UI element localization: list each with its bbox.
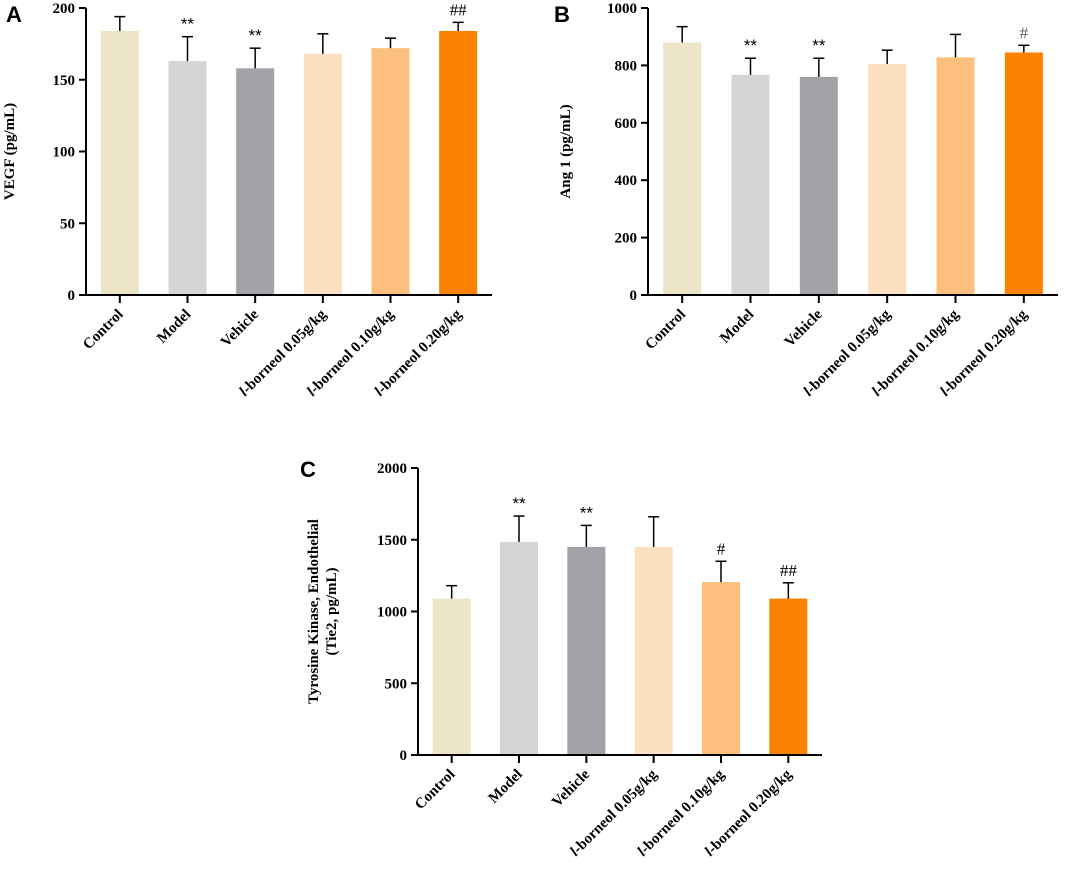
bar-2 bbox=[731, 74, 770, 295]
y-tick-label: 800 bbox=[615, 58, 638, 74]
bar-1 bbox=[663, 42, 702, 295]
significance-mark: ** bbox=[812, 36, 826, 55]
panel-letter-b: B bbox=[554, 2, 570, 27]
significance-mark: ## bbox=[780, 561, 798, 580]
y-tick-label: 1500 bbox=[377, 533, 407, 549]
bar-6 bbox=[769, 598, 808, 755]
y-tick-label: 400 bbox=[615, 173, 638, 189]
y-tick-label: 50 bbox=[60, 216, 75, 232]
y-tick-label: 1000 bbox=[377, 605, 407, 621]
y-tick-label: 0 bbox=[630, 288, 638, 304]
bar-3 bbox=[567, 546, 606, 755]
significance-mark: # bbox=[717, 539, 726, 558]
bar-3 bbox=[799, 76, 838, 295]
bar-3 bbox=[236, 68, 275, 296]
y-tick-label: 1000 bbox=[607, 1, 637, 17]
x-tick-label: Vehicle bbox=[782, 306, 826, 350]
bar-1 bbox=[432, 598, 471, 755]
y-tick-label: 100 bbox=[53, 145, 76, 161]
y-axis-title: Ang 1 (pg/mL) bbox=[558, 104, 574, 198]
y-tick-label: 0 bbox=[68, 288, 76, 304]
y-tick-label: 0 bbox=[400, 748, 408, 764]
y-tick-label: 200 bbox=[53, 1, 76, 17]
x-tick-label: Vehicle bbox=[549, 766, 593, 810]
x-tick-label: Model bbox=[154, 307, 194, 347]
bar-5 bbox=[702, 582, 740, 755]
y-tick-label: 200 bbox=[615, 231, 638, 247]
y-axis-title: Tyrosine Kinase, Endothelial (Tie2, pg/mL… bbox=[306, 519, 340, 704]
panel-letter-a: A bbox=[6, 2, 22, 27]
significance-mark: ** bbox=[580, 503, 594, 522]
y-tick-label: 2000 bbox=[377, 461, 407, 477]
significance-mark: ** bbox=[249, 26, 263, 45]
x-tick-label: Control bbox=[412, 767, 458, 813]
chart-panel-b: ** ** #0 200 400 600 800 1000 Control Model Vehicl… bbox=[558, 1, 1058, 400]
significance-mark: ** bbox=[744, 36, 758, 55]
significance-mark: ## bbox=[450, 0, 468, 19]
bar-5 bbox=[936, 57, 975, 295]
x-tick-label: Model bbox=[717, 307, 757, 347]
bar-4 bbox=[868, 63, 907, 296]
x-tick-label: Control bbox=[643, 307, 689, 353]
bar-4 bbox=[303, 53, 342, 295]
x-tick-label: Model bbox=[486, 767, 526, 807]
y-tick-label: 150 bbox=[53, 73, 76, 89]
panel-letter-c: C bbox=[300, 457, 316, 482]
bar-5 bbox=[371, 48, 410, 296]
significance-mark: ** bbox=[181, 15, 195, 34]
x-tick-label: Control bbox=[80, 307, 126, 353]
y-tick-label: 500 bbox=[385, 676, 408, 692]
y-tick-label: 600 bbox=[615, 116, 638, 132]
y-axis-title: VEGF (pg/mL) bbox=[2, 103, 18, 200]
x-tick-label: Vehicle bbox=[218, 306, 262, 350]
bar-6 bbox=[439, 30, 478, 296]
bar-4 bbox=[634, 546, 673, 755]
bar-2 bbox=[500, 541, 538, 755]
bar-1 bbox=[100, 30, 139, 296]
bar-2 bbox=[168, 61, 207, 295]
bar-6 bbox=[1004, 52, 1043, 295]
significance-mark: # bbox=[1020, 23, 1029, 42]
significance-mark: ** bbox=[512, 494, 526, 513]
